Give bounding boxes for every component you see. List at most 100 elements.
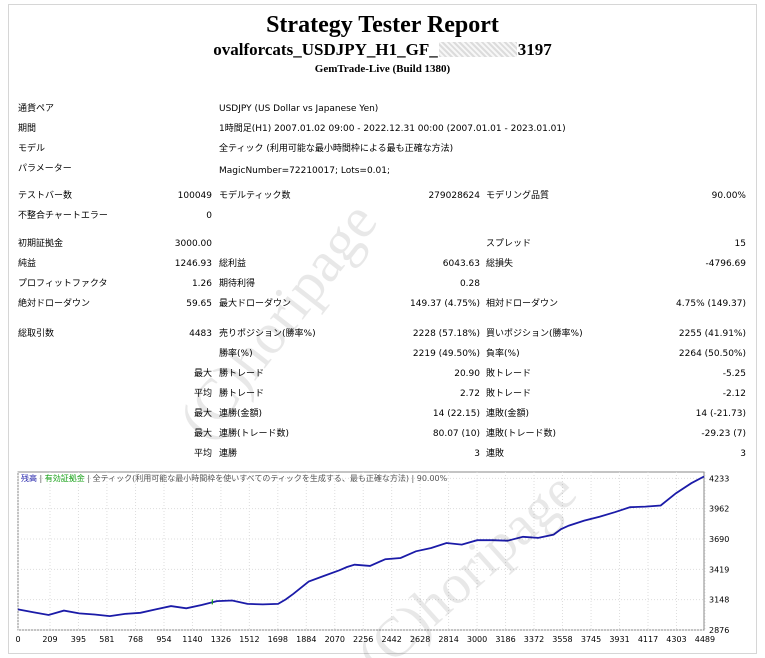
profit-factor-label: プロフィットファクタ	[18, 279, 108, 289]
x-tick-label: 0	[15, 635, 20, 644]
plot-area	[17, 471, 705, 631]
largest-loss-label: 敗トレード	[486, 369, 532, 379]
spread-label: スプレッド	[486, 239, 532, 249]
absolute-drawdown-value: 59.65	[186, 299, 212, 309]
x-tick-label: 3186	[495, 635, 515, 644]
x-tick-label: 2814	[438, 635, 458, 644]
total-trades-value: 4483	[189, 329, 212, 339]
avg-consecutive-losses-value: 3	[740, 449, 746, 459]
avg-consecutive-losses-label: 連敗	[486, 449, 505, 459]
maximal-drawdown-value: 149.37 (4.75%)	[410, 299, 480, 309]
x-tick-label: 395	[71, 635, 86, 644]
bars-value: 100049	[177, 191, 212, 201]
chart-legend: 残高 | 有効証拠金 | 全ティック(利用可能な最小時間枠を使いすべてのティック…	[21, 473, 448, 483]
x-tick-label: 3745	[581, 635, 601, 644]
ea-name: ovalforcats_USDJPY_H1_GF_ 3197	[0, 40, 765, 60]
profit-factor-value: 1.26	[191, 279, 212, 289]
params-label: パラメーター	[18, 164, 72, 174]
x-tick-label: 3931	[609, 635, 629, 644]
x-tick-label: 768	[128, 635, 143, 644]
mismatch-label: 不整合チャートエラー	[18, 211, 108, 221]
max-consecutive-loss-label: 連敗(トレード数)	[486, 429, 557, 439]
short-positions-value: 2228 (57.18%)	[412, 329, 480, 339]
long-positions-label: 買いポジション(勝率%)	[486, 329, 583, 339]
x-tick-label: 4489	[695, 635, 715, 644]
ticks-label: モデルティック数	[219, 191, 291, 201]
spread-value: 15	[734, 239, 746, 249]
model-value: 全ティック (利用可能な最小時間枠による最も正確な方法)	[219, 144, 454, 154]
expected-payoff-value: 0.28	[459, 279, 480, 289]
legend-separator: |	[37, 474, 45, 483]
gross-loss-value: -4796.69	[705, 259, 746, 269]
win-rate-value: 2219 (49.50%)	[412, 349, 480, 359]
gross-loss-label: 総損失	[486, 259, 514, 269]
x-tick-label: 3558	[552, 635, 572, 644]
net-profit-label: 純益	[18, 259, 37, 269]
bars-label: テストバー数	[18, 191, 73, 201]
report-title: Strategy Tester Report	[266, 12, 499, 38]
loss-rate-label: 負率(%)	[486, 349, 520, 359]
ticks-value: 279028624	[428, 191, 480, 201]
largest-win-value: 20.90	[454, 369, 480, 379]
max-consecutive-profit-label: 連勝(トレード数)	[219, 429, 290, 439]
max-consecutive-loss-value: -29.23 (7)	[701, 429, 746, 439]
avg-consecutive-wins-value: 3	[474, 449, 480, 459]
model-label: モデル	[18, 144, 46, 154]
average-loss-value: -2.12	[722, 389, 746, 399]
x-tick-label: 2442	[382, 635, 402, 644]
net-profit-value: 1246.93	[174, 259, 212, 269]
relative-drawdown-label: 相対ドローダウン	[486, 299, 559, 309]
maximal-label: 最大	[193, 429, 212, 439]
y-tick-label: 3148	[709, 596, 729, 605]
symbol-value: USDJPY (US Dollar vs Japanese Yen)	[219, 104, 379, 114]
max-consecutive-profit-value: 80.07 (10)	[432, 429, 480, 439]
x-tick-label: 209	[42, 635, 57, 644]
legend-balance: 残高	[21, 473, 37, 483]
x-tick-label: 581	[99, 635, 114, 644]
x-tick-label: 3000	[467, 635, 487, 644]
gross-profit-label: 総利益	[219, 259, 247, 269]
total-trades-label: 総取引数	[18, 329, 55, 339]
avg-consecutive-wins-label: 連勝	[219, 449, 238, 459]
ea-name-prefix: ovalforcats_USDJPY_H1_GF_	[213, 40, 438, 59]
maximum-label: 最大	[193, 409, 212, 419]
largest-label: 最大	[193, 369, 212, 379]
win-rate-label: 勝率(%)	[219, 349, 253, 359]
x-tick-label: 4117	[638, 635, 658, 644]
consecutive-losses-label: 連敗(金額)	[486, 409, 530, 419]
x-tick-label: 1512	[239, 635, 259, 644]
absolute-drawdown-label: 絶対ドローダウン	[18, 299, 91, 309]
symbol-label: 通貨ペア	[18, 104, 55, 114]
server-build: GemTrade-Live (Build 1380)	[314, 63, 451, 75]
report-frame	[8, 4, 757, 654]
maximal-drawdown-label: 最大ドローダウン	[219, 299, 292, 309]
legend-model-quality: | 全ティック(利用可能な最小時間枠を使いすべてのティックを生成する、最も正確な…	[85, 473, 448, 483]
relative-drawdown-value: 4.75% (149.37)	[676, 299, 746, 309]
short-positions-label: 売りポジション(勝率%)	[219, 329, 316, 339]
average-win-value: 2.72	[459, 389, 480, 399]
x-tick-label: 3372	[524, 635, 544, 644]
consecutive-wins-label: 連勝(金額)	[219, 409, 263, 419]
y-tick-label: 3690	[709, 535, 729, 544]
largest-win-label: 勝トレード	[219, 369, 265, 379]
params-value: MagicNumber=72210017; Lots=0.01;	[219, 166, 391, 176]
x-tick-label: 1698	[268, 635, 288, 644]
expected-payoff-label: 期待利得	[219, 279, 256, 289]
ea-name-suffix: 3197	[517, 40, 552, 59]
x-tick-label: 1140	[182, 635, 202, 644]
long-positions-value: 2255 (41.91%)	[678, 329, 746, 339]
average-win-label: 勝トレード	[219, 389, 265, 399]
redacted-block	[438, 42, 517, 57]
loss-rate-value: 2264 (50.50%)	[678, 349, 746, 359]
consecutive-wins-value: 14 (22.15)	[432, 409, 480, 419]
legend-equity: 有効証拠金	[45, 473, 85, 483]
x-tick-label: 2256	[353, 635, 373, 644]
period-value: 1時間足(H1) 2007.01.02 09:00 - 2022.12.31 0…	[219, 124, 566, 134]
x-tick-label: 2070	[325, 635, 345, 644]
quality-label: モデリング品質	[486, 191, 550, 201]
balance-series-line	[17, 475, 705, 618]
x-tick-label: 2628	[410, 635, 430, 644]
largest-loss-value: -5.25	[722, 369, 746, 379]
mismatch-value: 0	[206, 211, 212, 221]
x-tick-label: 954	[156, 635, 171, 644]
